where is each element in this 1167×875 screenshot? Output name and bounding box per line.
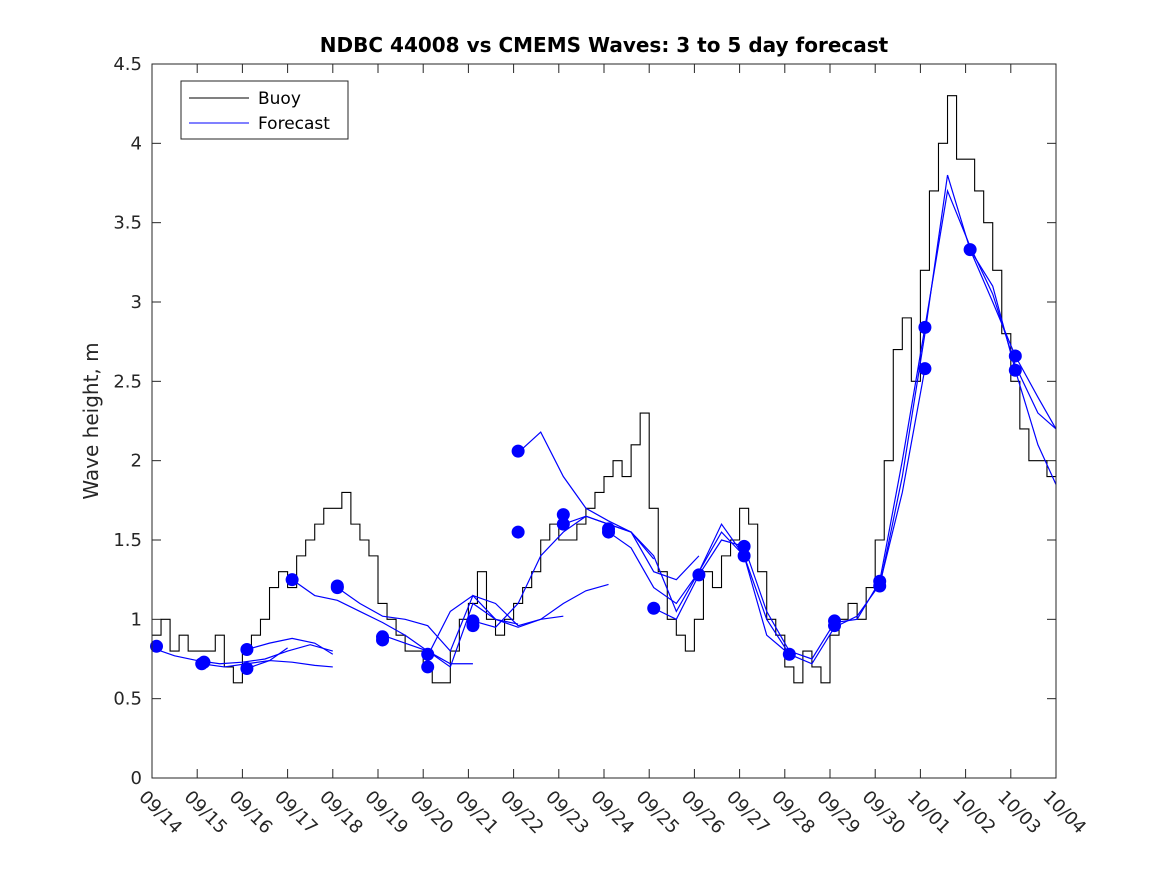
forecast-marker — [737, 549, 751, 563]
buoy-line — [152, 95, 1057, 684]
y-tick-label: 3.5 — [113, 213, 142, 234]
forecast-marker — [376, 633, 390, 647]
forecast-marker — [330, 579, 344, 593]
forecast-marker — [602, 525, 616, 539]
forecast-line-0 — [151, 644, 333, 665]
forecast-line-5 — [336, 587, 519, 653]
forecast-marker — [511, 525, 525, 539]
y-tick-label: 4.5 — [113, 54, 142, 75]
forecast-marker — [1008, 349, 1022, 363]
forecast-marker — [511, 444, 525, 458]
forecast-marker — [421, 647, 435, 661]
y-tick-label: 1.5 — [113, 530, 142, 551]
forecast-line-10 — [563, 515, 745, 613]
forecast-marker — [782, 647, 796, 661]
forecast-marker — [240, 642, 254, 656]
forecast-marker — [240, 662, 254, 676]
y-tick-label: 0.5 — [113, 689, 142, 710]
plot-background — [152, 64, 1056, 778]
forecast-marker — [873, 574, 887, 588]
forecast-marker — [556, 517, 570, 531]
y-tick-label: 0 — [131, 768, 142, 789]
y-tick-label: 1 — [131, 609, 142, 630]
series-layer — [150, 95, 1057, 684]
plot-area — [152, 64, 1056, 778]
y-tick-label: 3 — [131, 292, 142, 313]
forecast-marker — [1008, 363, 1022, 377]
forecast-marker — [197, 655, 211, 669]
legend-box — [180, 80, 349, 140]
legend-forecast-label: Forecast — [258, 114, 330, 134]
forecast-marker — [918, 362, 932, 376]
forecast-line-7 — [427, 583, 609, 657]
forecast-marker — [918, 320, 932, 334]
y-tick-label: 2 — [131, 451, 142, 472]
forecast-marker — [150, 639, 164, 653]
y-tick-label: 4 — [131, 133, 142, 154]
forecast-marker — [692, 568, 706, 582]
forecast-line-4 — [291, 579, 473, 665]
forecast-marker — [421, 660, 435, 674]
forecast-line-2 — [246, 637, 334, 655]
forecast-marker — [285, 573, 299, 587]
y-tick-label: 2.5 — [113, 371, 142, 392]
forecast-line-3 — [246, 647, 288, 670]
forecast-marker — [466, 619, 480, 633]
forecast-marker — [737, 539, 751, 553]
legend-buoy-label: Buoy — [258, 89, 301, 109]
legend: Buoy Forecast — [180, 80, 349, 140]
y-axis-label: Wave height, m — [79, 342, 103, 499]
forecast-marker — [647, 601, 661, 615]
forecast-marker — [963, 243, 977, 257]
forecast-line-14 — [834, 188, 1057, 624]
forecast-line-9 — [517, 431, 700, 581]
forecast-marker — [556, 508, 570, 522]
forecast-marker — [828, 619, 842, 633]
chart-title: NDBC 44008 vs CMEMS Waves: 3 to 5 day fo… — [320, 33, 889, 57]
